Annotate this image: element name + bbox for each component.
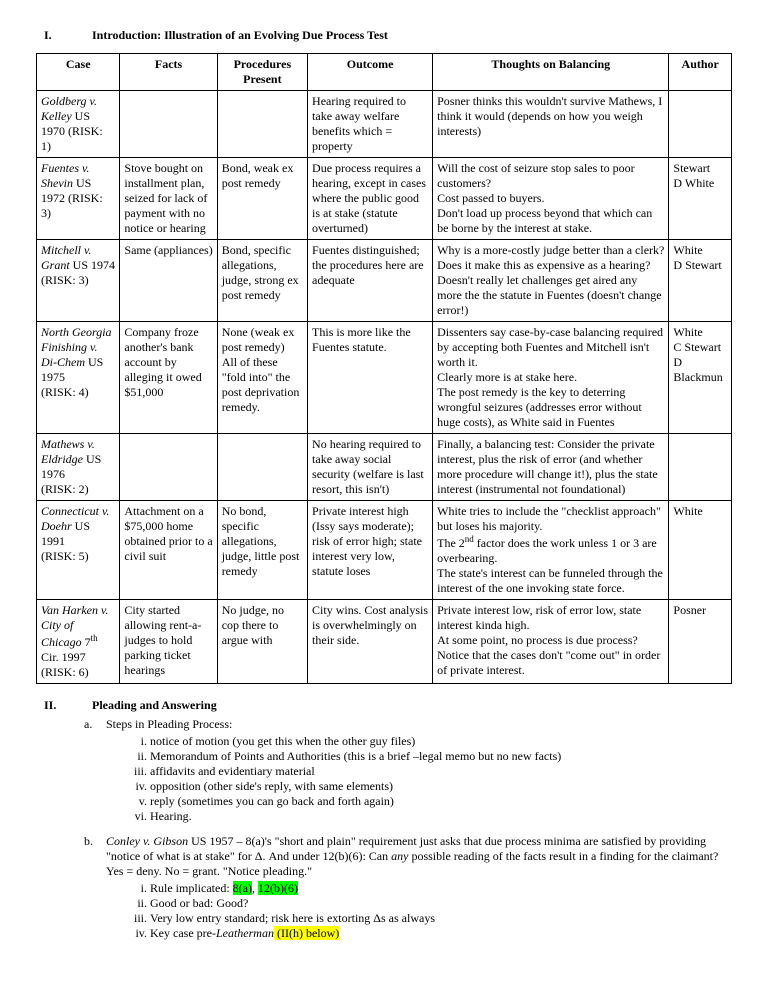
th-case: Case bbox=[37, 54, 120, 91]
cell-author bbox=[669, 434, 732, 501]
cell-author: StewartD White bbox=[669, 158, 732, 240]
cell-proc bbox=[217, 91, 307, 158]
list-item: reply (sometimes you can go back and for… bbox=[150, 794, 732, 809]
list-item: Key case pre-Leatherman (II(h) below) bbox=[150, 926, 732, 941]
section-2-heading: II. Pleading and Answering bbox=[36, 698, 732, 713]
table-row: Van Harken v. City of Chicago 7th Cir. 1… bbox=[37, 600, 732, 684]
cell-proc: None (weak ex post remedy)All of these "… bbox=[217, 322, 307, 434]
cell-author: WhiteD Stewart bbox=[669, 240, 732, 322]
outline-a: a. Steps in Pleading Process: bbox=[84, 717, 732, 732]
table-row: Mitchell v. Grant US 1974(RISK: 3)Same (… bbox=[37, 240, 732, 322]
cell-facts: Stove bought on installment plan, seized… bbox=[120, 158, 217, 240]
cell-outcome: No hearing required to take away social … bbox=[308, 434, 433, 501]
roman-2: II. bbox=[36, 698, 92, 713]
cell-proc bbox=[217, 434, 307, 501]
list-item: Good or bad: Good? bbox=[150, 896, 732, 911]
cell-thoughts: Dissenters say case-by-case balancing re… bbox=[433, 322, 669, 434]
section-2-title: Pleading and Answering bbox=[92, 698, 217, 713]
cell-thoughts: Posner thinks this wouldn't survive Math… bbox=[433, 91, 669, 158]
cell-case: Fuentes v. Shevin US 1972 (RISK: 3) bbox=[37, 158, 120, 240]
table-row: Fuentes v. Shevin US 1972 (RISK: 3)Stove… bbox=[37, 158, 732, 240]
table-header-row: Case Facts ProceduresPresent Outcome Tho… bbox=[37, 54, 732, 91]
cell-case: Mathews v. Eldridge US 1976(RISK: 2) bbox=[37, 434, 120, 501]
b-sublist: Rule implicated: 8(a), 12(b)(6) Good or … bbox=[126, 881, 732, 941]
cell-author bbox=[669, 91, 732, 158]
outline-b: b. Conley v. Gibson US 1957 – 8(a)'s "sh… bbox=[84, 834, 732, 879]
cell-case: Connecticut v. Doehr US 1991(RISK: 5) bbox=[37, 501, 120, 600]
table-row: Connecticut v. Doehr US 1991(RISK: 5)Att… bbox=[37, 501, 732, 600]
roman-1: I. bbox=[36, 28, 92, 43]
cell-thoughts: Finally, a balancing test: Consider the … bbox=[433, 434, 669, 501]
table-row: Goldberg v. Kelley US 1970 (RISK: 1) Hear… bbox=[37, 91, 732, 158]
table-row: Mathews v. Eldridge US 1976(RISK: 2) No h… bbox=[37, 434, 732, 501]
table-row: North Georgia Finishing v. Di-Chem US 19… bbox=[37, 322, 732, 434]
cell-facts bbox=[120, 434, 217, 501]
case-table: Case Facts ProceduresPresent Outcome Tho… bbox=[36, 53, 732, 684]
cell-outcome: Due process requires a hearing, except i… bbox=[308, 158, 433, 240]
th-facts: Facts bbox=[120, 54, 217, 91]
th-proc: ProceduresPresent bbox=[217, 54, 307, 91]
cell-proc: Bond, weak ex post remedy bbox=[217, 158, 307, 240]
cell-thoughts: Private interest low, risk of error low,… bbox=[433, 600, 669, 684]
section-1-heading: I. Introduction: Illustration of an Evol… bbox=[36, 28, 732, 43]
b-marker: b. bbox=[84, 834, 106, 879]
cell-author: White bbox=[669, 501, 732, 600]
cell-outcome: Private interest high (Issy says moderat… bbox=[308, 501, 433, 600]
cell-outcome: This is more like the Fuentes statute. bbox=[308, 322, 433, 434]
cell-facts: Attachment on a $75,000 home obtained pr… bbox=[120, 501, 217, 600]
cell-author: WhiteC StewartD Blackmun bbox=[669, 322, 732, 434]
list-item: affidavits and evidentiary material bbox=[150, 764, 732, 779]
list-item: Memorandum of Points and Authorities (th… bbox=[150, 749, 732, 764]
list-item: opposition (other side's reply, with sam… bbox=[150, 779, 732, 794]
th-outcome: Outcome bbox=[308, 54, 433, 91]
cell-author: Posner bbox=[669, 600, 732, 684]
cell-thoughts: Will the cost of seizure stop sales to p… bbox=[433, 158, 669, 240]
list-item: Rule implicated: 8(a), 12(b)(6) bbox=[150, 881, 732, 896]
list-item: Very low entry standard; risk here is ex… bbox=[150, 911, 732, 926]
cell-case: Goldberg v. Kelley US 1970 (RISK: 1) bbox=[37, 91, 120, 158]
th-author: Author bbox=[669, 54, 732, 91]
cell-case: Van Harken v. City of Chicago 7th Cir. 1… bbox=[37, 600, 120, 684]
cell-case: Mitchell v. Grant US 1974(RISK: 3) bbox=[37, 240, 120, 322]
cell-proc: No judge, no cop there to argue with bbox=[217, 600, 307, 684]
b-body: Conley v. Gibson US 1957 – 8(a)'s "short… bbox=[106, 834, 732, 879]
cell-case: North Georgia Finishing v. Di-Chem US 19… bbox=[37, 322, 120, 434]
cell-proc: No bond, specific allegations, judge, li… bbox=[217, 501, 307, 600]
cell-proc: Bond, specific allegations, judge, stron… bbox=[217, 240, 307, 322]
cell-thoughts: Why is a more-costly judge better than a… bbox=[433, 240, 669, 322]
cell-facts: Same (appliances) bbox=[120, 240, 217, 322]
list-item: notice of motion (you get this when the … bbox=[150, 734, 732, 749]
a-sublist: notice of motion (you get this when the … bbox=[126, 734, 732, 824]
a-marker: a. bbox=[84, 717, 106, 732]
list-item: Hearing. bbox=[150, 809, 732, 824]
th-thoughts: Thoughts on Balancing bbox=[433, 54, 669, 91]
section-1-title: Introduction: Illustration of an Evolvin… bbox=[92, 28, 388, 43]
cell-outcome: Hearing required to take away welfare be… bbox=[308, 91, 433, 158]
cell-facts: City started allowing rent-a-judges to h… bbox=[120, 600, 217, 684]
a-text: Steps in Pleading Process: bbox=[106, 717, 232, 732]
cell-thoughts: White tries to include the "checklist ap… bbox=[433, 501, 669, 600]
cell-outcome: City wins. Cost analysis is overwhelming… bbox=[308, 600, 433, 684]
cell-facts: Company froze another's bank account by … bbox=[120, 322, 217, 434]
cell-outcome: Fuentes distinguished; the procedures he… bbox=[308, 240, 433, 322]
cell-facts bbox=[120, 91, 217, 158]
